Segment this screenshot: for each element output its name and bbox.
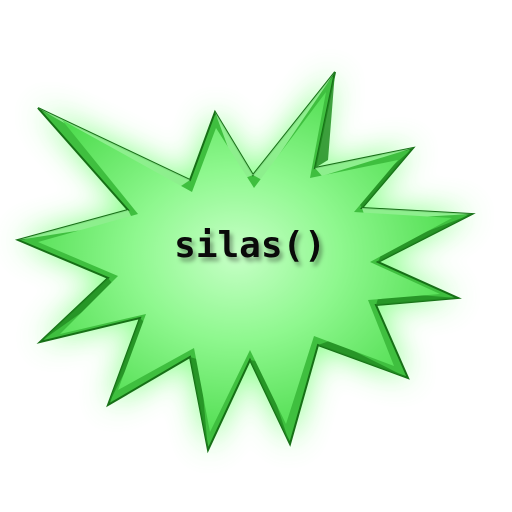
logo-text: silas() xyxy=(174,225,326,266)
starburst-face xyxy=(38,92,452,432)
starburst-bevel-dark xyxy=(40,72,472,450)
